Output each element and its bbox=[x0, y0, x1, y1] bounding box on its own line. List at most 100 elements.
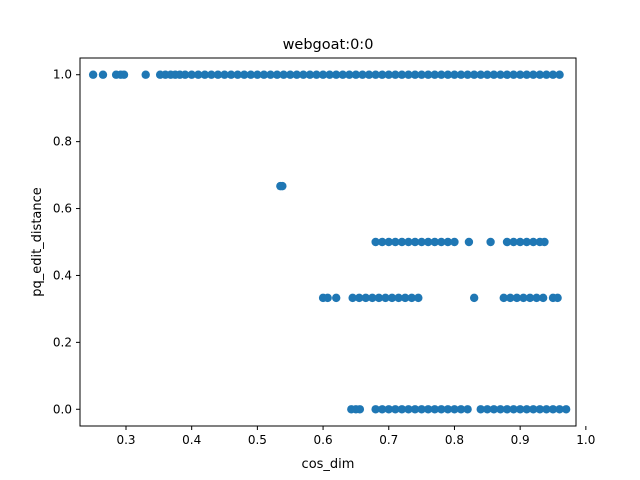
data-point bbox=[417, 70, 426, 79]
data-point bbox=[502, 405, 512, 414]
data-point bbox=[463, 70, 472, 79]
data-point bbox=[456, 405, 466, 414]
data-point bbox=[522, 405, 531, 414]
data-point bbox=[529, 237, 538, 247]
data-point bbox=[351, 70, 361, 79]
data-point bbox=[437, 405, 446, 414]
data-point bbox=[226, 70, 236, 79]
x-tick-label: 0.4 bbox=[182, 433, 201, 447]
data-point bbox=[397, 237, 407, 247]
y-axis-label: pq_edit_distance bbox=[30, 187, 45, 297]
data-point bbox=[391, 70, 400, 79]
data-point bbox=[253, 70, 262, 79]
data-point bbox=[305, 70, 315, 79]
data-point bbox=[542, 70, 551, 79]
data-point bbox=[561, 405, 571, 414]
data-point bbox=[246, 70, 256, 79]
data-point bbox=[278, 181, 287, 191]
data-point bbox=[371, 237, 380, 247]
data-point bbox=[486, 237, 495, 247]
y-tick-label: 0.2 bbox=[53, 335, 72, 349]
data-point bbox=[338, 70, 347, 79]
data-point bbox=[404, 405, 413, 414]
data-point bbox=[423, 405, 433, 414]
data-point bbox=[450, 405, 459, 414]
x-tick-label: 0.9 bbox=[511, 433, 530, 447]
data-point bbox=[548, 405, 558, 414]
data-point bbox=[463, 405, 472, 414]
data-point bbox=[220, 70, 229, 79]
data-point bbox=[506, 293, 515, 303]
data-point bbox=[548, 70, 558, 79]
data-point bbox=[496, 405, 505, 414]
data-point bbox=[371, 70, 380, 79]
data-point bbox=[553, 293, 562, 303]
data-point bbox=[233, 70, 242, 79]
data-point bbox=[522, 237, 531, 247]
data-point bbox=[397, 70, 407, 79]
plot-frame bbox=[79, 57, 577, 427]
data-point bbox=[502, 237, 512, 247]
data-point bbox=[180, 70, 190, 79]
data-point bbox=[404, 237, 413, 247]
data-point bbox=[394, 293, 403, 303]
data-point bbox=[312, 70, 321, 79]
data-point bbox=[266, 70, 275, 79]
data-point bbox=[407, 293, 416, 303]
data-point bbox=[414, 293, 423, 303]
data-point bbox=[397, 405, 407, 414]
data-point bbox=[348, 293, 357, 303]
data-point bbox=[391, 237, 400, 247]
data-point bbox=[540, 237, 549, 247]
data-point bbox=[355, 293, 364, 303]
data-point bbox=[535, 70, 545, 79]
data-point bbox=[299, 70, 308, 79]
data-point bbox=[525, 293, 535, 303]
data-point bbox=[417, 237, 426, 247]
data-point bbox=[430, 405, 439, 414]
data-point bbox=[529, 405, 538, 414]
data-point bbox=[88, 70, 98, 79]
data-point bbox=[450, 237, 459, 247]
data-point bbox=[437, 237, 446, 247]
data-point bbox=[381, 293, 390, 303]
data-point bbox=[469, 293, 479, 303]
data-point bbox=[400, 293, 410, 303]
data-point bbox=[259, 70, 269, 79]
data-point bbox=[279, 70, 288, 79]
data-point bbox=[515, 70, 525, 79]
data-point bbox=[378, 405, 387, 414]
data-point bbox=[456, 70, 466, 79]
x-tick-label: 0.3 bbox=[116, 433, 135, 447]
data-point bbox=[98, 70, 108, 79]
data-point bbox=[404, 70, 413, 79]
data-point bbox=[292, 70, 301, 79]
y-tick-label: 0.8 bbox=[53, 135, 72, 149]
data-point bbox=[469, 70, 479, 79]
data-point bbox=[443, 405, 453, 414]
data-point bbox=[141, 70, 150, 79]
data-point bbox=[378, 70, 387, 79]
data-point bbox=[443, 70, 453, 79]
data-point bbox=[318, 70, 328, 79]
data-point bbox=[378, 237, 387, 247]
x-axis: 0.3 0.4 0.5 0.6 0.7 0.8 0.9 1.0 bbox=[116, 426, 595, 447]
x-tick-label: 0.8 bbox=[445, 433, 464, 447]
data-point bbox=[476, 70, 485, 79]
data-point bbox=[410, 405, 420, 414]
data-point bbox=[535, 405, 545, 414]
data-point bbox=[410, 237, 420, 247]
data-point bbox=[286, 70, 295, 79]
data-point bbox=[522, 70, 531, 79]
data-point bbox=[450, 70, 459, 79]
data-point bbox=[515, 405, 525, 414]
data-point bbox=[240, 70, 249, 79]
data-point bbox=[496, 70, 505, 79]
data-point bbox=[384, 70, 393, 79]
data-point bbox=[509, 237, 518, 247]
data-point bbox=[483, 405, 492, 414]
data-point bbox=[332, 70, 341, 79]
data-point bbox=[437, 70, 446, 79]
data-point bbox=[476, 405, 485, 414]
